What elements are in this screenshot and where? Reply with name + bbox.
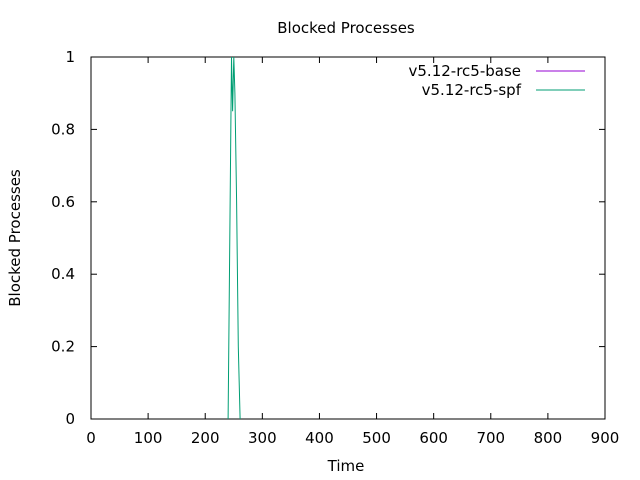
x-tick-label: 400 (305, 429, 334, 447)
y-tick-label: 0 (65, 410, 75, 428)
x-tick-label: 500 (362, 429, 391, 447)
x-tick-label: 900 (591, 429, 620, 447)
plot-frame (90, 56, 606, 420)
x-tick-label: 600 (419, 429, 448, 447)
series-layer (227, 56, 241, 420)
x-tick-label: 0 (86, 429, 96, 447)
y-tick-label: 0.8 (51, 120, 75, 138)
y-tick-label: 0.6 (51, 193, 75, 211)
y-tick-label: 0.2 (51, 338, 75, 356)
y-tick-label: 0.4 (51, 265, 75, 283)
legend-label-1: v5.12-rc5-spf (422, 81, 522, 99)
x-tick-label: 100 (134, 429, 163, 447)
x-tick-label: 200 (191, 429, 220, 447)
x-tick-label: 800 (534, 429, 563, 447)
y-tick-label: 1 (65, 48, 75, 66)
plot-border (90, 56, 606, 420)
chart-title: Blocked Processes (277, 19, 415, 37)
y-axis-label: Blocked Processes (6, 169, 24, 307)
x-axis-ticks: 0 100 200 300 400 500 600 700 800 900 (86, 57, 619, 447)
x-axis-label: Time (327, 457, 365, 475)
x-tick-label: 700 (476, 429, 505, 447)
series-line-1 (227, 56, 241, 420)
legend-label-0: v5.12-rc5-base (409, 62, 522, 80)
y-axis-ticks: 0 0.2 0.4 0.6 0.8 1 (51, 48, 605, 428)
x-tick-label: 300 (248, 429, 277, 447)
